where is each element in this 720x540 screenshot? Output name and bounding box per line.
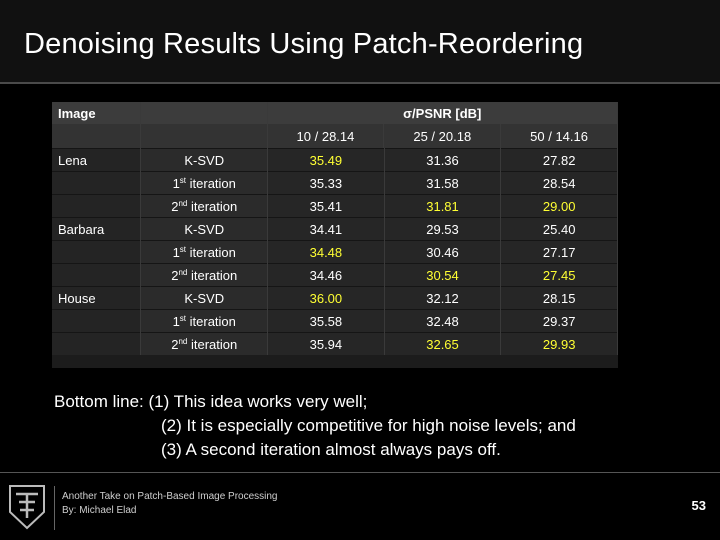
footer-divider bbox=[0, 472, 720, 473]
bottom-line-2: (2) It is especially competitive for hig… bbox=[161, 416, 576, 435]
footer-talk-title: Another Take on Patch-Based Image Proces… bbox=[62, 491, 278, 502]
bottom-line-text: Bottom line: (1) This idea works very we… bbox=[54, 390, 694, 462]
image-name-empty bbox=[52, 263, 142, 287]
image-name: Lena bbox=[52, 148, 142, 172]
table-row: 2nd iteration 35.94 32.65 29.93 bbox=[52, 332, 618, 355]
noise-level-row: 10 / 28.14 25 / 20.18 50 / 14.16 bbox=[52, 124, 618, 148]
results-table: Image σ/PSNR [dB] 10 / 28.14 25 / 20.18 … bbox=[52, 102, 619, 368]
image-name-empty bbox=[52, 171, 142, 195]
psnr-value: 28.15 bbox=[500, 286, 618, 310]
psnr-value: 35.94 bbox=[267, 332, 385, 355]
image-name-empty bbox=[52, 194, 142, 218]
psnr-value: 32.12 bbox=[384, 286, 502, 310]
psnr-value: 29.93 bbox=[500, 332, 618, 355]
slide-title-bar: Denoising Results Using Patch-Reordering bbox=[0, 0, 720, 84]
psnr-value: 31.58 bbox=[384, 171, 502, 195]
psnr-value: 27.82 bbox=[500, 148, 618, 172]
psnr-value: 32.48 bbox=[384, 309, 502, 333]
table-row: 2nd iteration 35.41 31.81 29.00 bbox=[52, 194, 618, 218]
psnr-value: 31.36 bbox=[384, 148, 502, 172]
method-label: K-SVD bbox=[140, 148, 269, 172]
method-label: 1st iteration bbox=[140, 240, 269, 264]
psnr-value: 29.53 bbox=[384, 217, 502, 241]
psnr-value: 30.54 bbox=[384, 263, 502, 287]
footer-separator bbox=[54, 486, 55, 530]
table-row: 2nd iteration 34.46 30.54 27.45 bbox=[52, 263, 618, 287]
table-row: House K-SVD 36.00 32.12 28.15 bbox=[52, 286, 618, 310]
psnr-value: 27.45 bbox=[500, 263, 618, 287]
psnr-value: 31.81 bbox=[384, 194, 502, 218]
image-name-empty bbox=[52, 332, 142, 355]
psnr-value: 34.41 bbox=[267, 217, 385, 241]
psnr-value: 29.37 bbox=[500, 309, 618, 333]
table-header-row: Image σ/PSNR [dB] bbox=[52, 102, 619, 124]
bottom-line-1: Bottom line: (1) This idea works very we… bbox=[54, 392, 368, 411]
table-row: Lena K-SVD 35.49 31.36 27.82 bbox=[52, 148, 618, 172]
psnr-value: 35.58 bbox=[267, 309, 385, 333]
image-name: Barbara bbox=[52, 217, 142, 241]
image-name-empty bbox=[52, 240, 142, 264]
method-label: 2nd iteration bbox=[140, 263, 269, 287]
method-label: 2nd iteration bbox=[140, 194, 269, 218]
psnr-value: 34.48 bbox=[267, 240, 385, 264]
noise-level-25: 25 / 20.18 bbox=[383, 124, 502, 148]
psnr-value: 35.33 bbox=[267, 171, 385, 195]
noise-level-10: 10 / 28.14 bbox=[267, 124, 385, 148]
psnr-value: 29.00 bbox=[500, 194, 618, 218]
slide-title: Denoising Results Using Patch-Reordering bbox=[24, 28, 584, 60]
method-label: 2nd iteration bbox=[140, 332, 269, 355]
bottom-line-3: (3) A second iteration almost always pay… bbox=[161, 440, 501, 459]
method-label: 1st iteration bbox=[140, 171, 269, 195]
footer-text: Another Take on Patch-Based Image Proces… bbox=[62, 490, 278, 518]
psnr-header: σ/PSNR [dB] bbox=[267, 102, 619, 124]
psnr-value: 25.40 bbox=[500, 217, 618, 241]
table-row: Barbara K-SVD 34.41 29.53 25.40 bbox=[52, 217, 618, 241]
psnr-value: 27.17 bbox=[500, 240, 618, 264]
page-number: 53 bbox=[691, 498, 706, 513]
image-name: House bbox=[52, 286, 142, 310]
psnr-value: 36.00 bbox=[267, 286, 385, 310]
table-row: 1st iteration 34.48 30.46 27.17 bbox=[52, 240, 618, 264]
image-name-empty bbox=[52, 309, 142, 333]
psnr-value: 34.46 bbox=[267, 263, 385, 287]
psnr-value: 32.65 bbox=[384, 332, 502, 355]
table-row: 1st iteration 35.58 32.48 29.37 bbox=[52, 309, 618, 333]
method-label: 1st iteration bbox=[140, 309, 269, 333]
psnr-value: 35.49 bbox=[267, 148, 385, 172]
table-row: 1st iteration 35.33 31.58 28.54 bbox=[52, 171, 618, 195]
psnr-value: 30.46 bbox=[384, 240, 502, 264]
footer-author: By: Michael Elad bbox=[62, 505, 137, 516]
technion-logo-icon bbox=[9, 485, 45, 530]
noise-level-50: 50 / 14.16 bbox=[500, 124, 618, 148]
method-label: K-SVD bbox=[140, 217, 269, 241]
psnr-value: 35.41 bbox=[267, 194, 385, 218]
image-column-header: Image bbox=[52, 102, 142, 124]
psnr-value: 28.54 bbox=[500, 171, 618, 195]
method-label: K-SVD bbox=[140, 286, 269, 310]
